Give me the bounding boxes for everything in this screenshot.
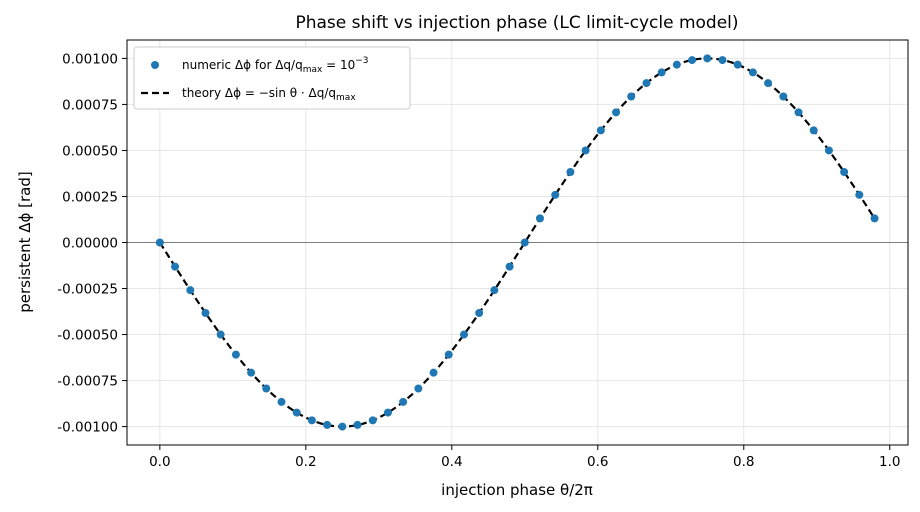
legend: numeric Δϕ for Δq/qmax = 10−3 theory Δϕ … <box>133 46 411 110</box>
data-point <box>323 420 332 429</box>
data-point <box>840 167 849 176</box>
data-point <box>824 146 833 155</box>
data-point <box>642 79 651 88</box>
data-point <box>612 108 621 117</box>
data-points-layer <box>155 54 879 431</box>
data-point <box>703 54 712 63</box>
data-point <box>627 92 636 101</box>
legend-line-subscript: max <box>336 93 356 103</box>
x-tick-label: 0.8 <box>733 454 754 470</box>
x-axis-label: injection phase θ/2π <box>441 481 593 499</box>
data-point <box>414 384 423 393</box>
x-tick-label: 0.4 <box>441 454 462 470</box>
data-point <box>566 167 575 176</box>
data-point <box>216 330 225 339</box>
legend-box <box>133 46 411 110</box>
data-point <box>855 190 864 199</box>
data-point <box>247 368 256 377</box>
data-point <box>429 368 438 377</box>
legend-scatter-label: numeric Δϕ for Δq/qmax = 10−3 <box>182 56 369 75</box>
data-point <box>490 286 499 295</box>
y-tick-label: -0.00025 <box>57 282 118 298</box>
y-tick-label: -0.00050 <box>57 328 118 344</box>
data-point <box>201 309 210 318</box>
y-tick-label: -0.00100 <box>57 420 118 436</box>
data-point <box>551 190 560 199</box>
data-point <box>764 79 773 88</box>
legend-line-label: theory Δϕ = −sin θ · Δq/qmax <box>182 86 356 103</box>
data-point <box>444 350 453 359</box>
data-point <box>581 146 590 155</box>
data-point <box>870 214 879 223</box>
data-point <box>794 108 803 117</box>
data-point <box>520 238 529 247</box>
chart-title: Phase shift vs injection phase (LC limit… <box>295 13 738 33</box>
y-tick-label: 0.00100 <box>62 51 118 67</box>
data-point <box>535 214 544 223</box>
data-point <box>505 262 514 271</box>
data-point <box>672 60 681 69</box>
x-tick-label: 0.6 <box>587 454 608 470</box>
data-point <box>733 60 742 69</box>
y-tick-label: 0.00075 <box>62 97 118 113</box>
data-point <box>307 416 316 425</box>
data-point <box>186 286 195 295</box>
data-point <box>748 68 757 77</box>
data-point <box>383 408 392 417</box>
y-tick-label: 0.00000 <box>62 236 118 252</box>
legend-line-prefix: theory Δϕ = −sin θ · Δq/q <box>182 86 336 100</box>
y-axis-label: persistent Δϕ [rad] <box>16 171 34 313</box>
legend-scatter-prefix: numeric Δϕ for Δq/q <box>182 58 303 72</box>
x-axis-ticks: 0.0 0.2 0.4 0.6 0.8 1.0 <box>149 445 900 470</box>
legend-scatter-suffix: = 10 <box>322 58 355 72</box>
data-point <box>475 309 484 318</box>
y-tick-label: -0.00075 <box>57 374 118 390</box>
data-point <box>368 416 377 425</box>
y-tick-label: 0.00050 <box>62 143 118 159</box>
x-tick-label: 1.0 <box>879 454 900 470</box>
legend-scatter-subscript: max <box>303 65 323 75</box>
data-point <box>262 384 271 393</box>
legend-scatter-marker <box>151 61 159 69</box>
data-point <box>809 126 818 135</box>
x-tick-label: 0.0 <box>149 454 170 470</box>
data-point <box>688 56 697 65</box>
y-tick-label: 0.00025 <box>62 189 118 205</box>
data-point <box>596 126 605 135</box>
data-point <box>353 420 362 429</box>
legend-scatter-superscript: −3 <box>355 56 368 66</box>
y-axis-ticks: -0.00100 -0.00075 -0.00050 -0.00025 0.00000 0… <box>57 51 127 436</box>
data-point <box>292 408 301 417</box>
data-point <box>718 56 727 65</box>
data-point <box>231 350 240 359</box>
data-point <box>338 422 347 431</box>
data-point <box>171 262 180 271</box>
data-point <box>779 92 788 101</box>
x-tick-label: 0.2 <box>295 454 316 470</box>
data-point <box>657 68 666 77</box>
data-point <box>277 397 286 406</box>
data-point <box>459 330 468 339</box>
data-point <box>155 238 164 247</box>
data-point <box>399 397 408 406</box>
